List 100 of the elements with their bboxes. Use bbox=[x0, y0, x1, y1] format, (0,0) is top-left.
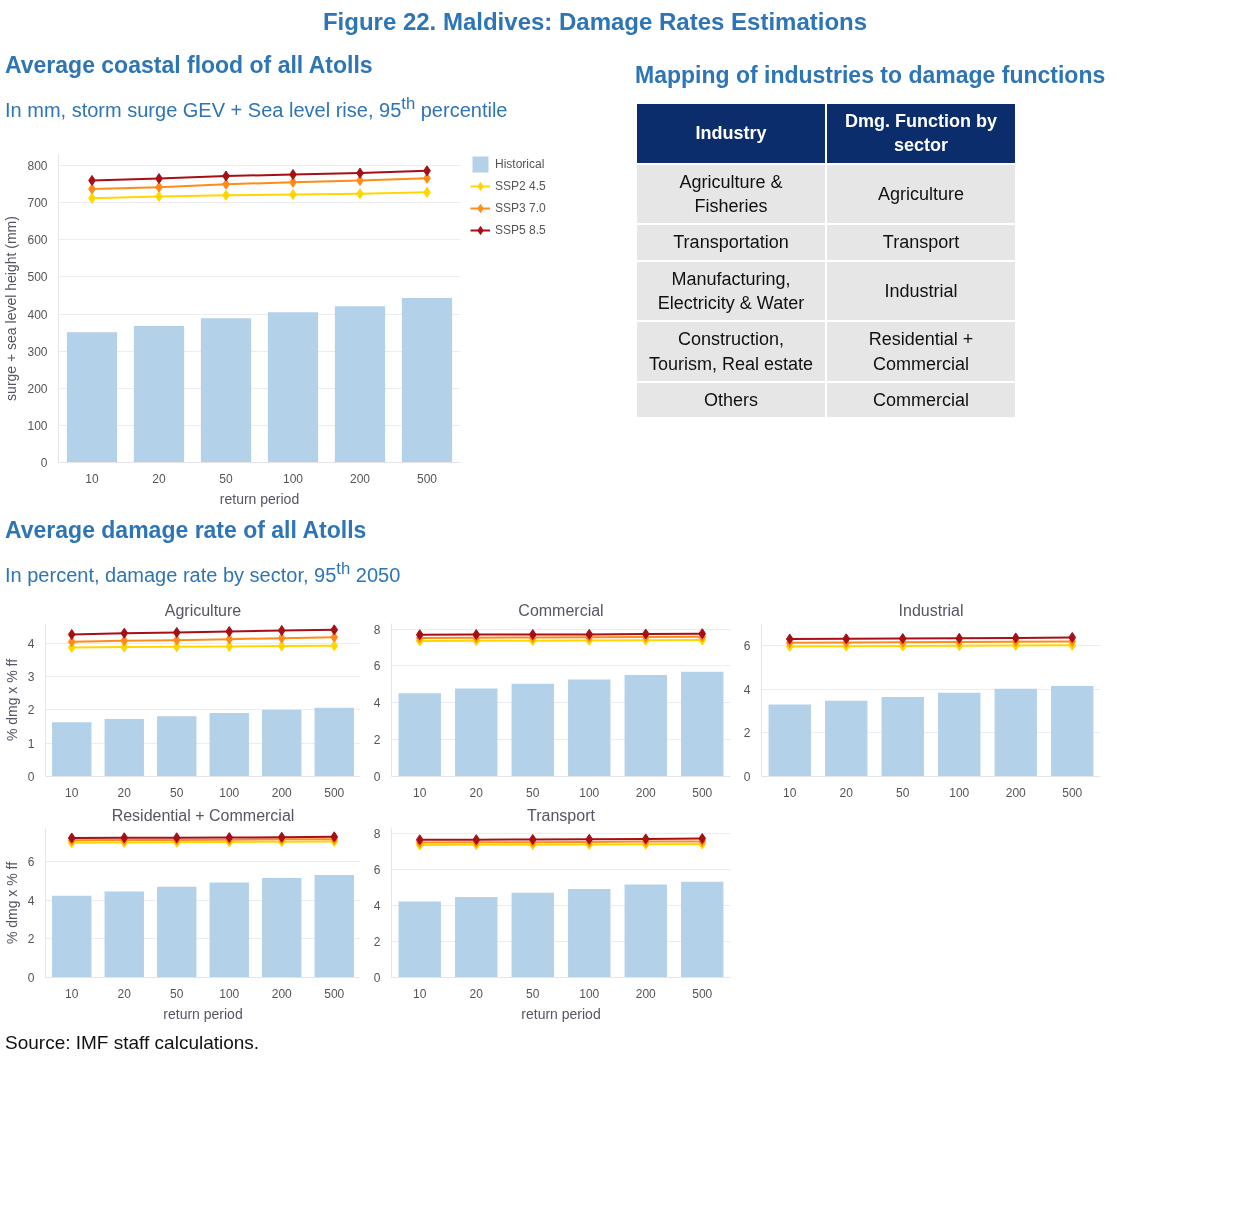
y-tick-label: 4 bbox=[373, 696, 381, 711]
y-tick-label: 300 bbox=[27, 345, 48, 360]
x-tick-label: 500 bbox=[692, 785, 713, 800]
x-tick-label: 10 bbox=[413, 986, 427, 1001]
y-tick-label: 1 bbox=[27, 737, 35, 752]
y-tick-label: 0 bbox=[373, 770, 381, 785]
x-tick-label: 200 bbox=[1005, 785, 1027, 800]
x-tick-label: 100 bbox=[219, 785, 240, 800]
x-tick-label: 50 bbox=[526, 986, 540, 1001]
text: Transportation bbox=[636, 224, 826, 261]
text: Agriculture & Fisheries bbox=[636, 163, 826, 225]
x-tick-label: 20 bbox=[117, 986, 132, 1001]
y-tick-label: 3 bbox=[27, 670, 35, 685]
x-tick-label: 10 bbox=[65, 986, 79, 1001]
x-tick-label: 50 bbox=[526, 785, 540, 800]
x-axis-title: return period bbox=[219, 490, 300, 507]
x-tick-label: 500 bbox=[692, 986, 713, 1001]
text: Residential + Commercial bbox=[826, 321, 1016, 382]
y-tick-label: 8 bbox=[373, 827, 381, 842]
y-tick-label: 4 bbox=[27, 894, 35, 908]
x-tick-label: 20 bbox=[469, 785, 484, 800]
y-tick-label: 600 bbox=[27, 233, 48, 248]
y-tick-label: 500 bbox=[27, 270, 48, 285]
y-tick-label: 400 bbox=[27, 307, 48, 322]
y-tick-label: 2 bbox=[743, 726, 751, 741]
y-tick-label: 700 bbox=[27, 196, 48, 211]
y-tick-label: 6 bbox=[743, 639, 751, 654]
x-tick-label: 200 bbox=[349, 471, 371, 486]
x-tick-label: 200 bbox=[635, 986, 657, 1001]
x-tick-label: 100 bbox=[949, 785, 970, 800]
x-tick-label: 10 bbox=[85, 471, 99, 486]
y-tick-label: 8 bbox=[373, 622, 381, 637]
chart-title: Commercial bbox=[518, 601, 604, 619]
text: Agriculture bbox=[826, 163, 1016, 225]
y-tick-label: 4 bbox=[743, 682, 751, 697]
x-tick-label: 500 bbox=[416, 471, 438, 486]
text: Dmg. Function by sector bbox=[826, 103, 1016, 164]
y-tick-label: 2 bbox=[27, 932, 35, 947]
y-tick-label: 2 bbox=[373, 935, 381, 950]
x-tick-label: 20 bbox=[117, 785, 132, 800]
x-tick-label: 20 bbox=[839, 785, 854, 800]
legend-label: SSP3 7.0 bbox=[495, 201, 546, 216]
text: Commercial bbox=[826, 381, 1016, 419]
y-tick-label: 4 bbox=[373, 899, 381, 914]
x-tick-label: 50 bbox=[219, 471, 233, 486]
legend-label: Historical bbox=[495, 157, 545, 172]
x-tick-label: 10 bbox=[65, 785, 79, 800]
chart-title: Transport bbox=[527, 806, 596, 824]
y-tick-label: 2 bbox=[373, 733, 381, 748]
text: Mapping of industries to damage functions bbox=[635, 61, 1106, 91]
y-tick-label: 6 bbox=[27, 855, 35, 870]
x-axis-title: return period bbox=[163, 1005, 243, 1022]
x-tick-label: 50 bbox=[170, 785, 184, 800]
x-tick-label: 100 bbox=[282, 471, 304, 486]
x-tick-label: 200 bbox=[635, 785, 657, 800]
x-tick-label: 100 bbox=[579, 785, 600, 800]
x-tick-label: 100 bbox=[579, 986, 600, 1001]
y-axis-title: % dmg x % ff bbox=[3, 659, 20, 742]
y-tick-label: 4 bbox=[27, 637, 35, 652]
text: Others bbox=[636, 381, 826, 419]
x-tick-label: 20 bbox=[152, 471, 166, 486]
x-tick-label: 500 bbox=[1062, 785, 1083, 800]
chart-subtitle: In mm, storm surge GEV + Sea level rise, 95$^{th}$ percentile bbox=[5, 93, 508, 123]
source-note: Source: IMF staff calculations. bbox=[5, 1031, 260, 1056]
y-tick-label: 200 bbox=[27, 382, 48, 397]
x-tick-label: 500 bbox=[324, 986, 345, 1001]
chart-title: Residential + Commercial bbox=[111, 806, 295, 824]
caption: Figure 22. Maldives: Damage Rates Estimations bbox=[322, 7, 868, 37]
y-axis-title: surge + sea level height (mm) bbox=[3, 216, 20, 402]
x-tick-label: 50 bbox=[896, 785, 910, 800]
y-tick-label: 0 bbox=[743, 770, 751, 785]
chart-title: Agriculture bbox=[164, 601, 242, 619]
y-tick-label: 0 bbox=[373, 971, 381, 986]
y-tick-label: 100 bbox=[27, 419, 48, 434]
chart-title: Average coastal flood of all Atolls bbox=[5, 51, 373, 81]
text: Industrial bbox=[826, 260, 1016, 322]
y-tick-label: 0 bbox=[27, 971, 35, 986]
text: Manufacturing, Electricity & Water bbox=[636, 260, 826, 322]
x-tick-label: 200 bbox=[271, 785, 293, 800]
x-tick-label: 50 bbox=[170, 986, 184, 1001]
x-tick-label: 10 bbox=[783, 785, 797, 800]
x-tick-label: 500 bbox=[324, 785, 345, 800]
y-axis-title: % dmg x % ff bbox=[3, 862, 20, 945]
legend-label: SSP5 8.5 bbox=[495, 223, 546, 238]
y-tick-label: 2 bbox=[27, 703, 35, 718]
chart-title: Industrial bbox=[898, 601, 964, 619]
x-tick-label: 20 bbox=[469, 986, 484, 1001]
text: Construction, Tourism, Real estate bbox=[636, 321, 826, 382]
text: Average damage rate of all Atolls bbox=[5, 516, 367, 546]
y-tick-label: 0 bbox=[27, 770, 35, 785]
y-tick-label: 6 bbox=[373, 659, 381, 674]
x-tick-label: 10 bbox=[413, 785, 427, 800]
x-tick-label: 200 bbox=[271, 986, 293, 1001]
y-tick-label: 0 bbox=[40, 456, 48, 471]
text: Transport bbox=[826, 224, 1016, 261]
x-axis-title: return period bbox=[521, 1005, 601, 1022]
x-tick-label: 100 bbox=[219, 986, 240, 1001]
legend-label: SSP2 4.5 bbox=[495, 179, 546, 194]
text: Industry bbox=[636, 103, 826, 164]
text: In percent, damage rate by sector, 95$^{th}$ 2050 bbox=[5, 558, 401, 588]
